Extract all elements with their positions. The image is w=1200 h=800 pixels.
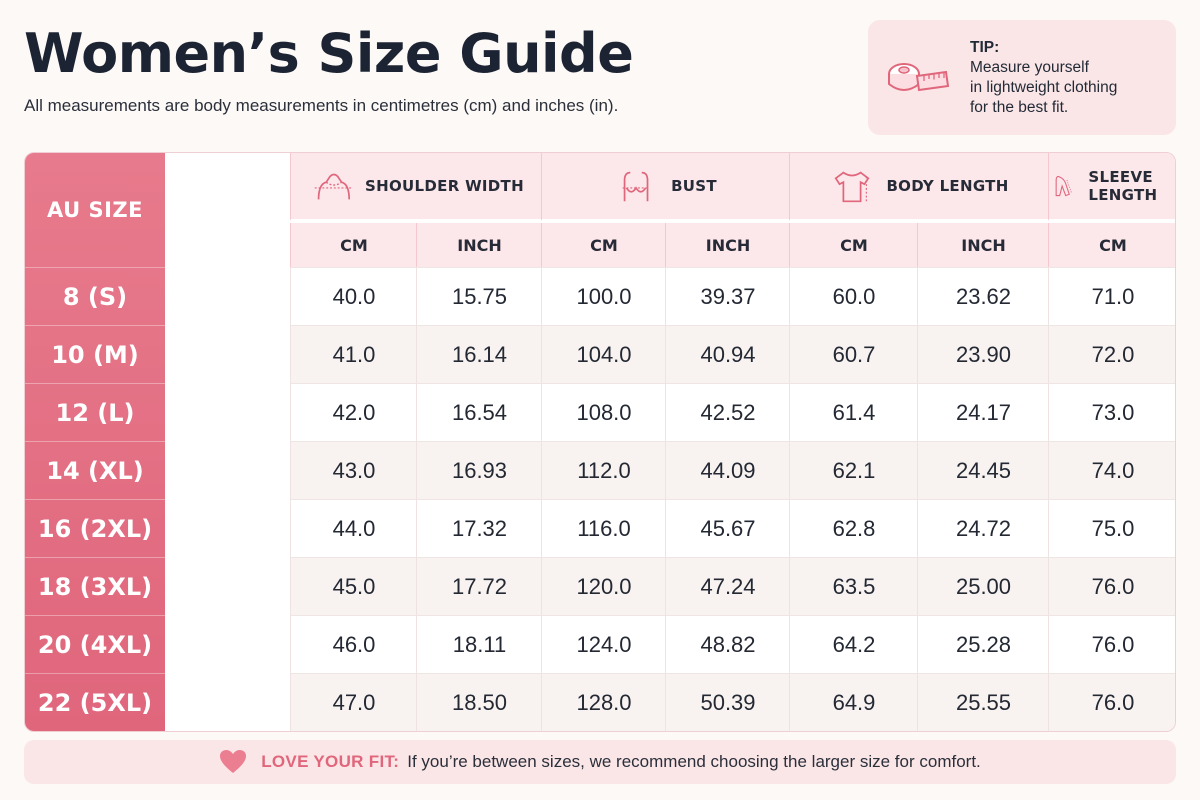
table-cell: 108.0 — [541, 383, 666, 441]
shoulder-icon — [314, 173, 354, 200]
table-cell: 62.1 — [789, 441, 918, 499]
size-label: 22 (5XL) — [25, 673, 165, 731]
table-cell: 42.0 — [290, 383, 417, 441]
table-cell: 74.0 — [1048, 441, 1175, 499]
table-cell: 23.62 — [917, 267, 1049, 325]
sleeve-icon — [1055, 175, 1072, 197]
unit-header-sleeve-length-cm: CM — [1048, 223, 1175, 267]
table-cell: 47.24 — [665, 557, 790, 615]
unit-header-shoulder-width-inch: INCH — [416, 223, 542, 267]
group-header-label: BUST — [671, 177, 717, 195]
table-cell: 76.0 — [1048, 615, 1175, 673]
table-cell: 62.8 — [789, 499, 918, 557]
tip-line: in lightweight clothing — [970, 79, 1118, 96]
table-cell: 112.0 — [541, 441, 666, 499]
table-cell: 42.52 — [665, 383, 790, 441]
table-cell: 17.72 — [416, 557, 542, 615]
table-cell: 41.0 — [290, 325, 417, 383]
table-cell: 128.0 — [541, 673, 666, 731]
table-cell: 60.0 — [789, 267, 918, 325]
group-header-label: BODY LENGTH — [886, 177, 1009, 195]
tip-line: for the best fit. — [970, 99, 1069, 116]
unit-header-bust-inch: INCH — [665, 223, 790, 267]
table-cell: 116.0 — [541, 499, 666, 557]
group-header-body-length: BODY LENGTH — [789, 153, 1049, 221]
table-cell: 50.39 — [665, 673, 790, 731]
table-cell: 15.75 — [416, 267, 542, 325]
table-cell: 25.00 — [917, 557, 1049, 615]
group-header-label: SLEEVE LENGTH — [1088, 168, 1158, 204]
size-column — [25, 153, 165, 731]
table-cell: 104.0 — [541, 325, 666, 383]
table-cell: 25.28 — [917, 615, 1049, 673]
table-cell: 39.37 — [665, 267, 790, 325]
table-cell: 40.94 — [665, 325, 790, 383]
table-cell: 60.7 — [789, 325, 918, 383]
table-cell: 24.72 — [917, 499, 1049, 557]
unit-header-body-length-inch: INCH — [917, 223, 1049, 267]
footer-label: LOVE YOUR FIT: — [261, 752, 400, 771]
table-cell: 75.0 — [1048, 499, 1175, 557]
table-cell: 64.9 — [789, 673, 918, 731]
table-cell: 43.0 — [290, 441, 417, 499]
table-cell: 76.0 — [1048, 557, 1175, 615]
table-cell: 44.09 — [665, 441, 790, 499]
footer-text: If you’re between sizes, we recommend ch… — [407, 752, 981, 771]
size-label: 14 (XL) — [25, 441, 165, 499]
table-cell: 18.11 — [416, 615, 542, 673]
size-label: 16 (2XL) — [25, 499, 165, 557]
unit-header-body-length-cm: CM — [789, 223, 918, 267]
table-cell: 61.4 — [789, 383, 918, 441]
table-cell: 100.0 — [541, 267, 666, 325]
table-cell: 24.45 — [917, 441, 1049, 499]
tshirt-icon — [835, 171, 870, 203]
measuring-tape-icon — [888, 63, 950, 92]
table-cell: 63.5 — [789, 557, 918, 615]
page-title: Women’s Size Guide — [24, 22, 634, 85]
size-label: 10 (M) — [25, 325, 165, 383]
unit-header-shoulder-width-cm: CM — [290, 223, 417, 267]
bust-icon — [622, 171, 650, 202]
table-cell: 45.0 — [290, 557, 417, 615]
size-label: 20 (4XL) — [25, 615, 165, 673]
table-cell: 23.90 — [917, 325, 1049, 383]
page-subtitle: All measurements are body measurements i… — [24, 96, 619, 115]
table-cell: 16.14 — [416, 325, 542, 383]
table-cell: 45.67 — [665, 499, 790, 557]
tip-box: TIP: Measure yourself in lightweight clo… — [868, 20, 1176, 135]
group-header-bust: BUST — [541, 153, 790, 221]
table-cell: 16.93 — [416, 441, 542, 499]
table-cell: 18.50 — [416, 673, 542, 731]
table-cell: 64.2 — [789, 615, 918, 673]
group-header-shoulder-width: SHOULDER WIDTH — [290, 153, 542, 221]
table-cell: 73.0 — [1048, 383, 1175, 441]
table-cell: 17.32 — [416, 499, 542, 557]
table-cell: 24.17 — [917, 383, 1049, 441]
size-label: 12 (L) — [25, 383, 165, 441]
table-cell: 47.0 — [290, 673, 417, 731]
table-cell: 25.55 — [917, 673, 1049, 731]
table-cell: 16.54 — [416, 383, 542, 441]
table-cell: 76.0 — [1048, 673, 1175, 731]
table-cell: 71.0 — [1048, 267, 1175, 325]
size-label: 18 (3XL) — [25, 557, 165, 615]
tip-line: Measure yourself — [970, 59, 1089, 76]
table-cell: 44.0 — [290, 499, 417, 557]
table-cell: 46.0 — [290, 615, 417, 673]
table-cell: 40.0 — [290, 267, 417, 325]
table-cell: 124.0 — [541, 615, 666, 673]
group-header-sleeve-length: SLEEVE LENGTH — [1048, 153, 1175, 221]
unit-header-bust-cm: CM — [541, 223, 666, 267]
heart-icon — [220, 750, 247, 773]
table-cell: 120.0 — [541, 557, 666, 615]
table-cell: 72.0 — [1048, 325, 1175, 383]
size-label: 8 (S) — [25, 267, 165, 325]
size-table: AU SIZE SHOULDER WIDTH CM INCH BUST CM INCH BO… — [24, 152, 1176, 732]
table-cell: 48.82 — [665, 615, 790, 673]
group-header-label: SHOULDER WIDTH — [365, 177, 524, 195]
tip-label: TIP: — [970, 39, 1000, 56]
footer-banner: LOVE YOUR FIT: If you’re between sizes, … — [24, 740, 1176, 784]
size-header: AU SIZE — [47, 198, 143, 222]
